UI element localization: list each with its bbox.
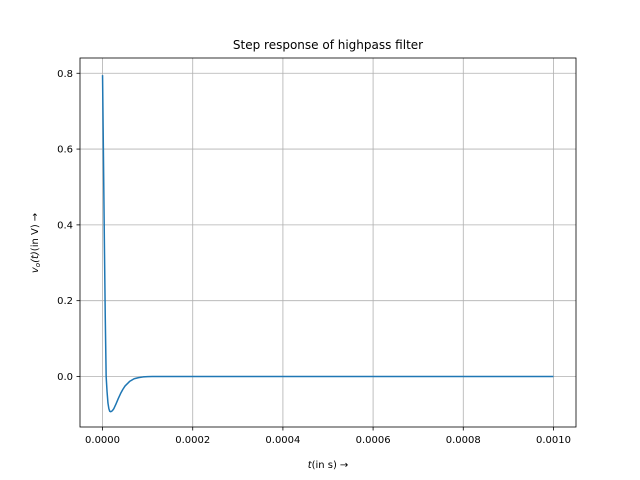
- x-axis-arrow: →: [340, 460, 348, 471]
- series-group: [101, 75, 554, 413]
- x-axis-label: t(in s) →: [308, 460, 349, 471]
- y-tick-label: 0.4: [57, 220, 73, 231]
- x-axis-unit: (in s): [312, 460, 337, 471]
- x-tick-label: 0.0000: [85, 435, 120, 446]
- x-tick-label: 0.0006: [356, 435, 391, 446]
- y-tick-label: 0.2: [57, 296, 73, 307]
- y-axis: 0.0 0.2 0.4 0.6 0.8: [57, 69, 80, 383]
- y-axis-sub: o: [34, 263, 42, 267]
- series-line: [101, 75, 554, 413]
- x-tick-label: 0.0004: [265, 435, 300, 446]
- x-axis: 0.0000 0.0002 0.0004 0.0006 0.0008 0.0010: [85, 427, 571, 446]
- x-tick-label: 0.0010: [536, 435, 571, 446]
- plot-frame: [79, 57, 577, 428]
- y-tick-label: 0.0: [57, 372, 73, 383]
- y-axis-arg: (t): [30, 251, 41, 263]
- y-axis-label: vo(t)(in V) →: [30, 213, 42, 273]
- y-axis-arrow: →: [30, 213, 41, 221]
- y-tick-label: 0.8: [57, 69, 73, 80]
- y-tick-label: 0.6: [57, 145, 73, 156]
- x-axis-var: t: [308, 460, 313, 471]
- x-tick-label: 0.0008: [446, 435, 481, 446]
- y-axis-unit: (in V): [30, 224, 41, 251]
- y-axis-var: v: [30, 266, 41, 273]
- x-tick-label: 0.0002: [175, 435, 210, 446]
- chart-title: Step response of highpass filter: [233, 38, 423, 52]
